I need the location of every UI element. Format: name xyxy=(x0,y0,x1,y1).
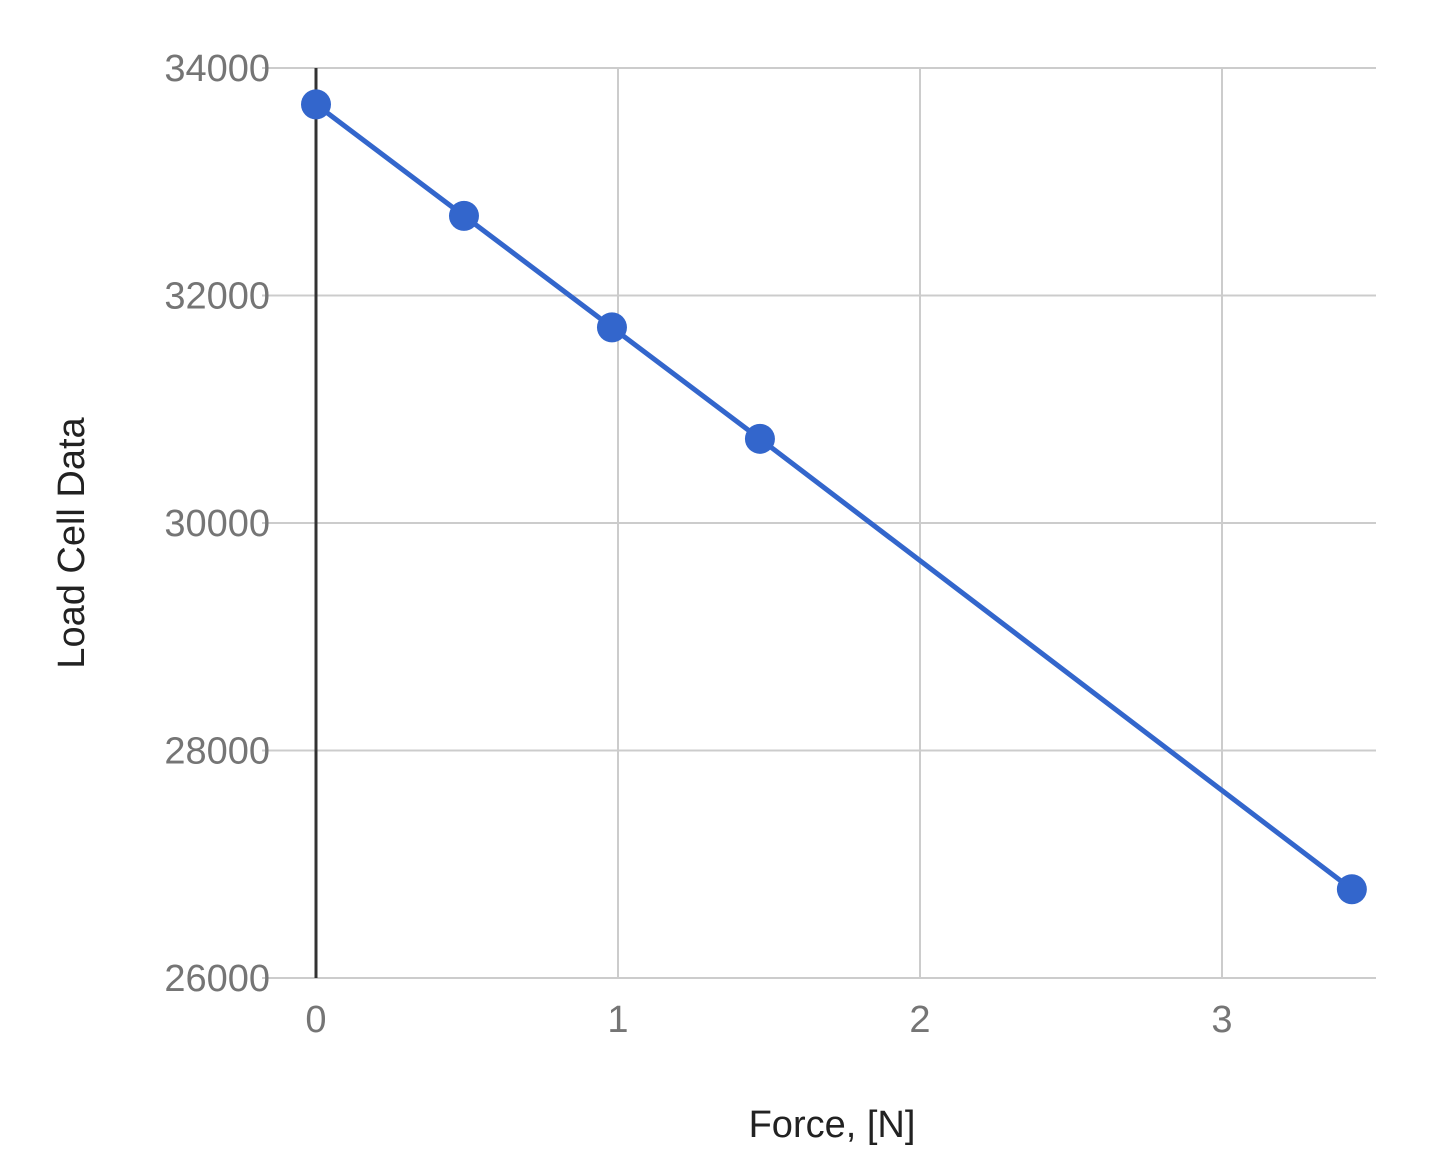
x-tick-label: 0 xyxy=(305,999,326,1041)
y-tick-label: 26000 xyxy=(164,958,270,1000)
x-tick-label: 3 xyxy=(1211,999,1232,1041)
data-point[interactable] xyxy=(744,423,775,454)
x-axis-title: Force, [N] xyxy=(749,1104,916,1146)
tick-labels: 26000 28000 30000 32000 34000 0 1 2 3 xyxy=(164,48,1232,1041)
series-layer xyxy=(301,89,1367,905)
data-point[interactable] xyxy=(301,89,331,120)
y-tick-label: 28000 xyxy=(164,731,270,773)
data-point[interactable] xyxy=(448,200,479,231)
y-tick-label: 34000 xyxy=(164,48,270,90)
x-tick-label: 2 xyxy=(909,999,930,1041)
data-point[interactable] xyxy=(1336,874,1367,905)
x-tick-label: 1 xyxy=(607,999,628,1041)
y-tick-label: 30000 xyxy=(164,503,270,545)
y-tick-label: 32000 xyxy=(164,276,270,318)
gridlines xyxy=(262,67,1376,979)
data-point[interactable] xyxy=(596,312,627,343)
y-axis-title: Load Cell Data xyxy=(51,416,93,668)
